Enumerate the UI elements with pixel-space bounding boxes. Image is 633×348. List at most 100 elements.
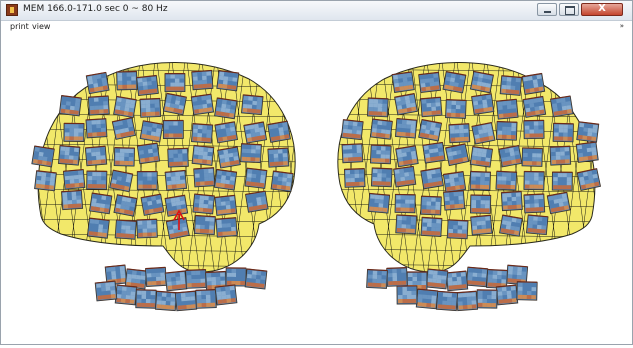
spectrogram-tile xyxy=(341,120,363,140)
spectrogram-tile xyxy=(59,96,81,116)
spectrogram-tile xyxy=(110,170,133,192)
spectrogram-tile xyxy=(88,96,109,115)
spectrogram-tile xyxy=(446,271,468,291)
spectrogram-tile xyxy=(193,194,215,214)
spectrogram-tile xyxy=(175,291,197,311)
left-hemisphere xyxy=(1,54,336,311)
close-button[interactable]: X xyxy=(581,3,623,16)
minimize-button[interactable] xyxy=(537,3,557,16)
spectrogram-tile xyxy=(168,148,189,167)
spectrogram-tile xyxy=(245,269,267,289)
spectrogram-tile xyxy=(58,146,79,166)
spectrogram-tile xyxy=(218,147,241,168)
spectrogram-tile xyxy=(421,217,442,236)
spectrogram-tile xyxy=(499,146,522,167)
spectrogram-tile xyxy=(392,72,414,93)
spectrogram-tile xyxy=(466,267,487,287)
spectrogram-tile xyxy=(370,145,391,164)
spectrogram-tile xyxy=(87,171,107,189)
spectrogram-tile xyxy=(192,70,213,89)
spectrogram-tile xyxy=(155,291,176,310)
spectrogram-tile xyxy=(245,191,268,212)
spectrogram-tile xyxy=(426,269,448,289)
spectrogram-tile xyxy=(215,98,237,119)
spectrogram-tile xyxy=(470,147,492,168)
spectrogram-tile xyxy=(245,168,267,188)
spectrogram-tile xyxy=(395,119,416,139)
spectrogram-tile xyxy=(421,97,442,117)
spectrogram-tile xyxy=(165,195,188,216)
spectrogram-tile xyxy=(90,193,112,214)
maximize-button[interactable] xyxy=(559,3,579,16)
spectrogram-tile xyxy=(217,71,239,91)
spectrogram-tile xyxy=(396,215,417,234)
spectrogram-tile xyxy=(244,122,267,143)
spectrogram-tile xyxy=(112,118,135,140)
matlab-figure-icon xyxy=(6,4,18,16)
spectrogram-tile xyxy=(419,120,442,141)
spectrogram-tile xyxy=(524,120,544,138)
spectrogram-tile xyxy=(423,142,445,163)
menu-view[interactable]: view xyxy=(32,21,50,33)
spectrogram-tile xyxy=(215,285,237,305)
brain-visualization xyxy=(1,34,632,344)
spectrogram-tile xyxy=(496,285,518,305)
spectrogram-tile xyxy=(522,148,543,167)
spectrogram-tile xyxy=(576,142,598,162)
spectrogram-tile xyxy=(552,172,572,190)
window-title: MEM 166.0-171.0 sec 0 ~ 80 Hz xyxy=(23,4,168,14)
spectrogram-tile xyxy=(64,123,84,141)
spectrogram-tile xyxy=(387,268,408,287)
spectrogram-tile xyxy=(456,291,477,310)
spectrogram-tile xyxy=(472,94,494,115)
spectrogram-tile xyxy=(524,194,545,213)
spectrogram-tile xyxy=(163,93,186,114)
title-bar[interactable]: MEM 166.0-171.0 sec 0 ~ 80 Hz X xyxy=(1,1,632,21)
spectrogram-tile xyxy=(472,123,495,145)
spectrogram-tile xyxy=(517,282,537,300)
spectrogram-tile xyxy=(191,94,213,115)
right-hemisphere xyxy=(291,54,632,311)
spectrogram-tile xyxy=(470,171,491,190)
spectrogram-tile xyxy=(165,170,187,190)
spectrogram-tile xyxy=(61,190,82,209)
spectrogram-tile xyxy=(522,73,545,94)
spectrogram-tile xyxy=(523,96,546,117)
spectrogram-tile xyxy=(165,271,187,291)
spectrogram-tile xyxy=(551,96,574,117)
spectrogram-tile xyxy=(86,119,107,138)
spectrogram-tile xyxy=(165,74,185,92)
spectrogram-tile xyxy=(241,144,262,163)
spectrogram-tile xyxy=(447,220,468,239)
spectrogram-tile xyxy=(421,168,444,189)
spectrogram-tile xyxy=(268,121,291,142)
spectrogram-tile xyxy=(501,191,522,210)
spectrogram-tile xyxy=(371,168,392,187)
spectrogram-tile xyxy=(419,72,441,92)
spectrogram-tile xyxy=(226,268,246,286)
spectrogram-tile xyxy=(547,192,570,213)
spectrogram-tile xyxy=(35,171,57,191)
spectrogram-tile xyxy=(186,270,207,289)
spectrogram-tile xyxy=(137,219,158,238)
spectrogram-tile xyxy=(145,267,166,286)
menu-bar: print view » xyxy=(1,21,632,33)
spectrogram-tile xyxy=(215,122,238,143)
spectrogram-tile xyxy=(577,122,599,142)
spectrogram-tile xyxy=(395,194,415,212)
spectrogram-tile xyxy=(550,146,571,165)
spectrogram-tile xyxy=(140,121,163,142)
spectrogram-tile xyxy=(416,289,438,309)
spectrogram-tile xyxy=(443,191,464,210)
spectrogram-tile xyxy=(370,119,392,139)
close-icon: X xyxy=(582,3,622,14)
toolbar-overflow-icon[interactable]: » xyxy=(620,22,624,30)
spectrogram-tile xyxy=(436,291,457,310)
plot-canvas[interactable] xyxy=(1,34,632,344)
spectrogram-tile xyxy=(214,169,236,190)
spectrogram-tile xyxy=(500,76,521,96)
maximize-icon xyxy=(565,6,575,15)
spectrogram-tile xyxy=(86,72,109,93)
spectrogram-tile xyxy=(192,145,214,165)
menu-print[interactable]: print xyxy=(10,21,29,33)
